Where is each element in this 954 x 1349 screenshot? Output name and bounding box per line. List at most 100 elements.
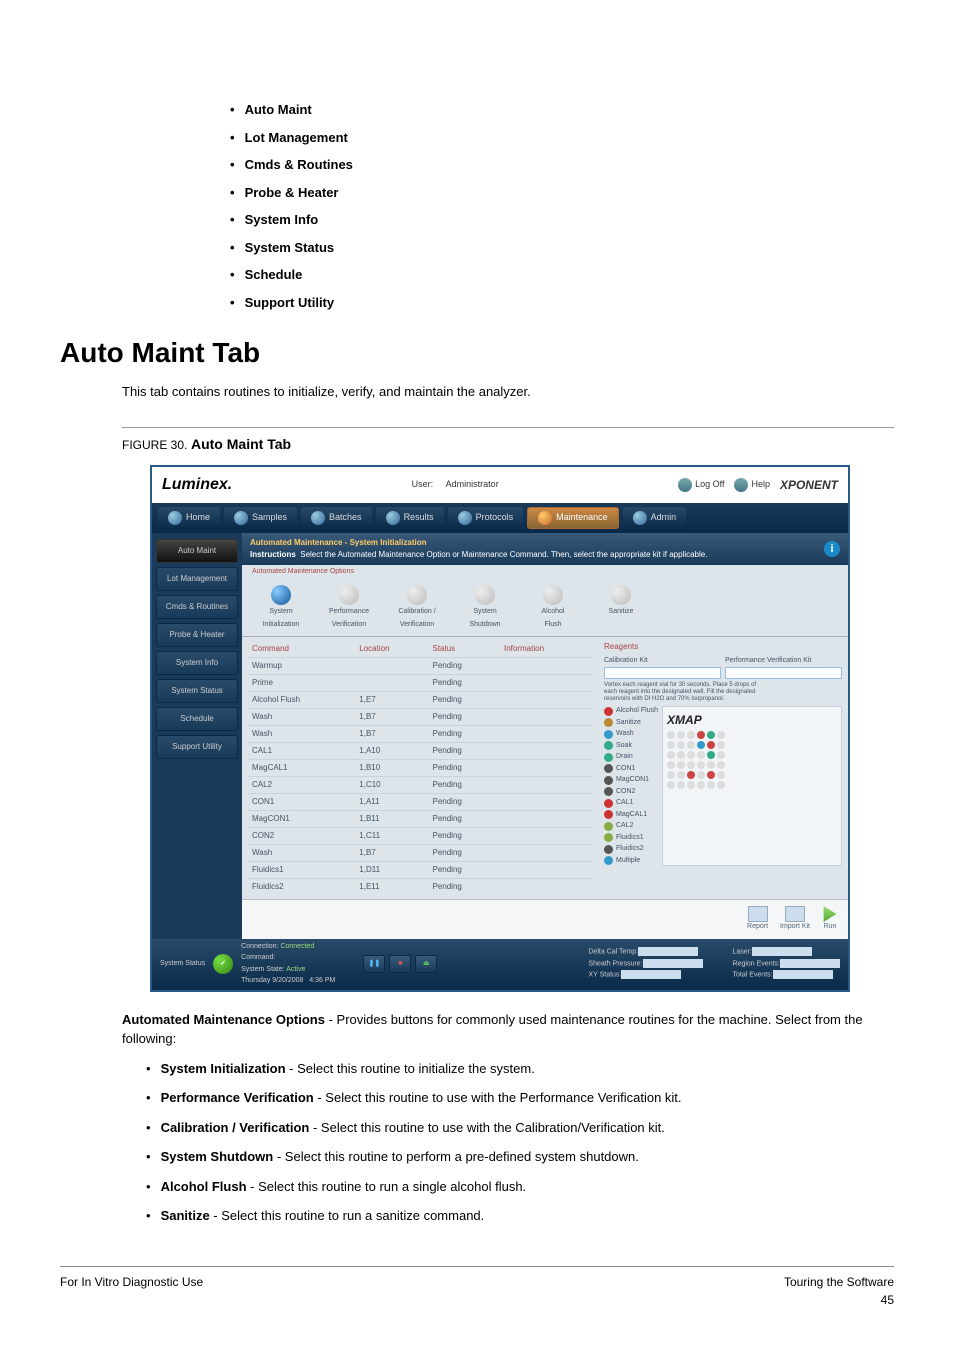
action-run[interactable]: Run [822,906,838,933]
bullet-item: Schedule [230,265,894,285]
opt-system[interactable]: SystemShutdown [456,585,514,630]
nav-home[interactable]: Home [158,507,220,529]
calkit-select[interactable] [604,667,721,679]
side-support-utility[interactable]: Support Utility [156,735,238,759]
reagent-item: CAL1 [604,798,658,809]
cmd-row[interactable]: CON11,A11Pending [248,794,592,811]
user-block: User: Administrator [412,478,499,492]
bullet-item: Auto Maint [230,100,894,120]
side-system-info[interactable]: System Info [156,651,238,675]
opt-icon [475,585,495,605]
cmd-row[interactable]: Wash1,B7Pending [248,726,592,743]
action-icon [822,906,838,922]
cmd-row[interactable]: Fluidics11,D11Pending [248,862,592,879]
bullet-item: Lot Management [230,128,894,148]
help-icon [734,478,748,492]
nav-batches[interactable]: Batches [301,507,372,529]
reagent-item: Soak [604,741,658,752]
info-icon[interactable]: i [824,541,840,557]
cmd-row[interactable]: MagCON11,B11Pending [248,811,592,828]
opt-sanitize[interactable]: Sanitize [592,585,650,630]
side-schedule[interactable]: Schedule [156,707,238,731]
cmd-row[interactable]: WarmupPending [248,658,592,675]
intro-text: This tab contains routines to initialize… [122,382,894,402]
cmd-row[interactable]: CAL21,C10Pending [248,777,592,794]
ss-titlebar: Luminex. User: Administrator Log Off Hel… [152,467,848,503]
opt-icon [407,585,427,605]
logoff-icon [678,478,692,492]
desc-option-list: System Initialization - Select this rout… [146,1059,894,1226]
instr-title: Automated Maintenance - System Initializ… [250,537,707,549]
reagent-dot-icon [604,718,613,727]
side-auto-maint[interactable]: Auto Maint [156,539,238,563]
opt-calibration-[interactable]: Calibration /Verification [388,585,446,630]
reagent-dot-icon [604,845,613,854]
opt-performance[interactable]: PerformanceVerification [320,585,378,630]
description-block: Automated Maintenance Options - Provides… [122,1010,894,1226]
nav-icon [633,511,647,525]
side-system-status[interactable]: System Status [156,679,238,703]
nav-admin[interactable]: Admin [623,507,687,529]
reagent-item: Wash [604,729,658,740]
opt-icon [271,585,291,605]
reagent-item: Fluidics1 [604,833,658,844]
action-report[interactable]: Report [747,906,768,933]
reagent-dot-icon [604,822,613,831]
page-heading: Auto Maint Tab [60,332,894,374]
reagent-dot-icon [604,799,613,808]
pause-button[interactable]: ❚❚ [363,955,385,973]
cmd-row[interactable]: Alcohol Flush1,E7Pending [248,692,592,709]
bullet-item: Probe & Heater [230,183,894,203]
perfkit-select[interactable] [725,667,842,679]
logoff-button[interactable]: Log Off [678,478,724,492]
cmd-row[interactable]: PrimePending [248,675,592,692]
bullet-item: System Info [230,210,894,230]
side-lot-management[interactable]: Lot Management [156,567,238,591]
stop-button[interactable]: ■ [389,955,411,973]
nav-icon [311,511,325,525]
nav-samples[interactable]: Samples [224,507,297,529]
action-import-kit[interactable]: Import Kit [780,906,810,933]
nav-icon [458,511,472,525]
cmd-row[interactable]: CON21,C11Pending [248,828,592,845]
help-button[interactable]: Help [734,478,770,492]
desc-item: Performance Verification - Select this r… [146,1088,894,1108]
command-table: CommandLocationStatusInformationWarmupPe… [242,637,598,899]
side-probe-heater[interactable]: Probe & Heater [156,623,238,647]
reagent-item: CAL2 [604,821,658,832]
status-bar: System Status ✓ Connection: Connected Co… [152,939,848,990]
figure-title: Auto Maint Tab [191,436,291,452]
reagent-dot-icon [604,833,613,842]
action-button-bar: Report Import Kit Run [242,899,848,939]
status-left: Connection: Connected Command: System St… [241,942,335,987]
cmd-row[interactable]: CAL11,A10Pending [248,743,592,760]
cmd-row[interactable]: Wash1,B7Pending [248,709,592,726]
nav-maintenance[interactable]: Maintenance [527,507,619,529]
nav-protocols[interactable]: Protocols [448,507,524,529]
top-right-controls: Log Off Help XPONENT [678,476,838,494]
nav-icon [168,511,182,525]
ss-sidebar: Auto Maint Lot Management Cmds & Routines P… [152,533,242,939]
cmd-row[interactable]: MagCAL11,B10Pending [248,760,592,777]
side-cmds-routines[interactable]: Cmds & Routines [156,595,238,619]
opt-system[interactable]: SystemInitialization [252,585,310,630]
cmd-row[interactable]: Wash1,B7Pending [248,845,592,862]
status-ok-icon: ✓ [213,954,233,974]
nav-results[interactable]: Results [376,507,444,529]
opt-alcohol[interactable]: AlcoholFlush [524,585,582,630]
cmd-row[interactable]: Fluidics21,E11Pending [248,879,592,896]
eject-button[interactable]: ⏏ [415,955,437,973]
bullet-item: System Status [230,238,894,258]
ss-main-nav: HomeSamplesBatchesResultsProtocolsMainte… [152,503,848,533]
reagent-note: Vortex each reagent vial for 30 seconds.… [604,682,842,704]
action-icon [748,906,768,922]
top-bullet-list: Auto MaintLot ManagementCmds & RoutinesP… [230,100,894,312]
reagent-dot-icon [604,741,613,750]
reagent-dot-icon [604,776,613,785]
desc-item: Alcohol Flush - Select this routine to r… [146,1177,894,1197]
reagent-dot-icon [604,810,613,819]
maintenance-options-row: SystemInitializationPerformanceVerificat… [242,579,848,637]
instructions-bar: Automated Maintenance - System Initializ… [242,533,848,565]
reagent-item: MagCON1 [604,775,658,786]
desc-item: Sanitize - Select this routine to run a … [146,1206,894,1226]
